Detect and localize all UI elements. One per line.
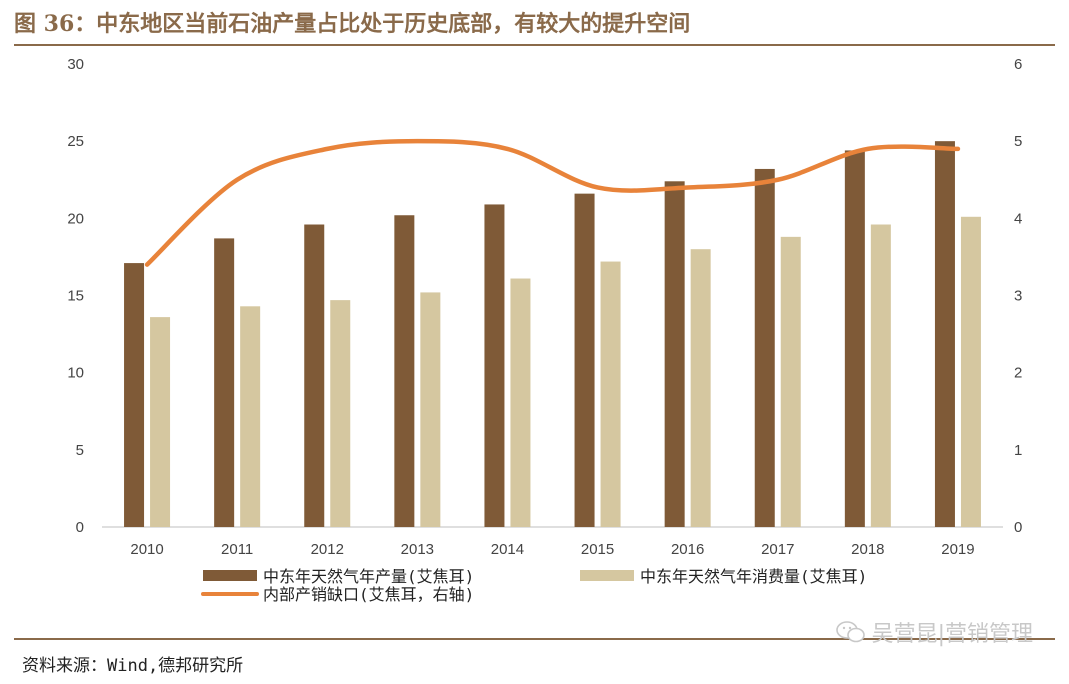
bar-production: [394, 215, 415, 527]
bar-consumption: [690, 249, 711, 527]
y-right-tick-label: 4: [1014, 210, 1022, 227]
figure-title: 图 36：中东地区当前石油产量占比处于历史底部，有较大的提升空间: [14, 11, 691, 37]
bar-consumption: [150, 317, 171, 527]
watermark: 吴营昆|营销管理: [835, 616, 1033, 648]
y-right-tick-label: 5: [1014, 133, 1022, 150]
bar-consumption: [870, 224, 891, 528]
bar-production: [124, 263, 145, 527]
bar-consumption: [780, 236, 801, 527]
top-rule: [14, 44, 1055, 46]
bar-consumption: [960, 216, 981, 528]
x-tick-label: 2017: [761, 541, 794, 558]
x-tick-label: 2014: [491, 541, 524, 558]
x-tick-label: 2010: [130, 541, 163, 558]
bar-production: [754, 168, 775, 528]
y-left-tick-label: 0: [76, 519, 84, 536]
x-tick-label: 2011: [221, 541, 253, 558]
y-right-tick-label: 2: [1014, 365, 1022, 382]
gap-line: [144, 138, 961, 267]
bar-production: [664, 181, 685, 527]
x-tick-label: 2016: [671, 541, 704, 558]
bar-consumption: [330, 300, 351, 527]
bottom-rule: [14, 638, 1055, 640]
bar-production: [304, 224, 325, 528]
bar-production: [574, 193, 595, 527]
bar-consumption: [510, 278, 531, 527]
bar-consumption: [240, 306, 261, 527]
bar-consumption: [420, 292, 441, 527]
source-note: 资料来源：Wind,德邦研究所: [22, 656, 244, 676]
bars: [124, 141, 981, 528]
bar-production: [934, 141, 955, 527]
x-tick-label: 2012: [311, 541, 344, 558]
x-tick-label: 2013: [401, 541, 434, 558]
y-left-tick-label: 25: [67, 133, 84, 150]
legend-swatch-consumption: [580, 570, 634, 581]
legend-label-gap: 内部产销缺口(艾焦耳，右轴): [263, 585, 474, 604]
x-tick-label: 2018: [851, 541, 884, 558]
y-right-tick-label: 1: [1014, 442, 1022, 459]
legend: 中东年天然气年产量(艾焦耳) 中东年天然气年消费量(艾焦耳) 内部产销缺口(艾焦…: [201, 567, 867, 604]
y-right-tick-label: 3: [1014, 288, 1022, 305]
y-left-tick-label: 30: [67, 56, 84, 73]
bar-production: [484, 204, 505, 527]
chart: 0 5 10 15 20 25 30 0 1 2 3 4 5 6 2010 2011 2012 2013 2014 2…: [67, 56, 1022, 604]
y-left-tick-label: 15: [67, 288, 84, 305]
legend-label-consumption: 中东年天然气年消费量(艾焦耳): [640, 567, 867, 586]
legend-swatch-production: [203, 570, 257, 581]
legend-label-production: 中东年天然气年产量(艾焦耳): [263, 567, 474, 586]
y-right-tick-label: 6: [1014, 56, 1022, 73]
bar-production: [214, 238, 235, 527]
y-left-tick-label: 5: [76, 442, 84, 459]
y-left-tick-label: 20: [67, 210, 84, 227]
axes: 0 5 10 15 20 25 30 0 1 2 3 4 5 6 2010 2011 2012 2013 2014 2…: [67, 56, 1022, 558]
y-right-tick-label: 0: [1014, 519, 1022, 536]
gap-series-line: [144, 138, 961, 267]
wechat-icon: [835, 621, 865, 643]
y-left-tick-label: 10: [67, 365, 84, 382]
bar-production: [844, 150, 865, 527]
x-tick-label: 2019: [941, 541, 974, 558]
x-tick-label: 2015: [581, 541, 614, 558]
watermark-text: 吴营昆|营销管理: [871, 622, 1033, 647]
bar-consumption: [600, 261, 621, 527]
